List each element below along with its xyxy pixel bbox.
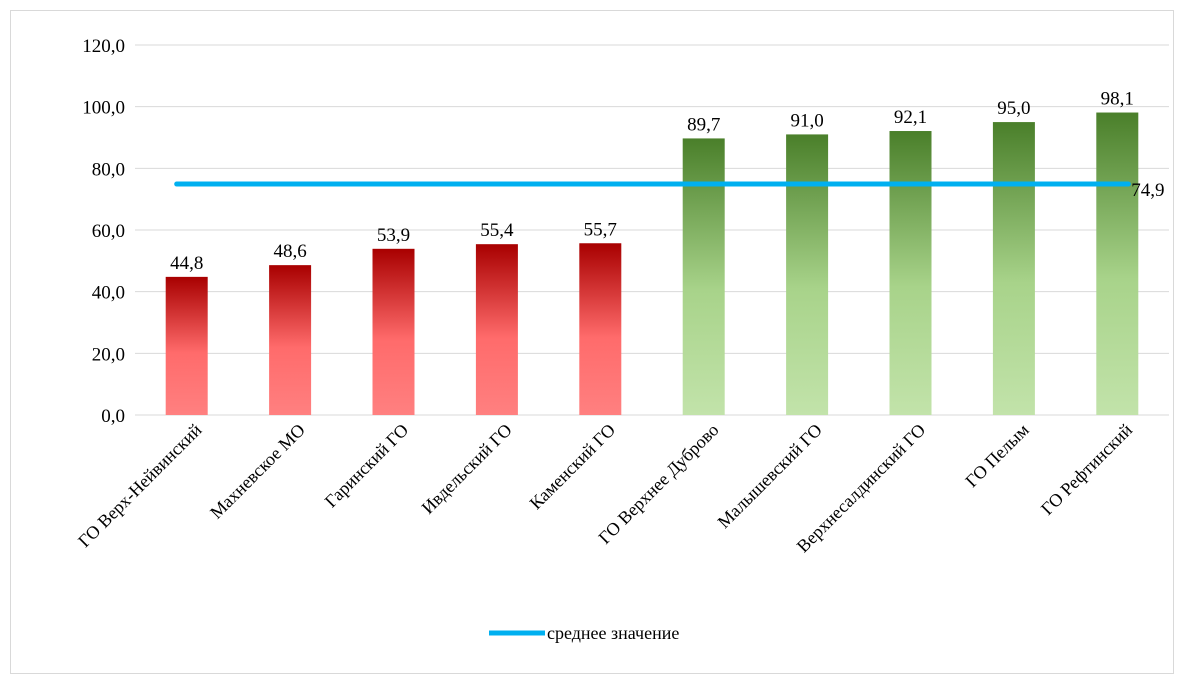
bar-chart: 0,0 20,0 40,0 60,0 80,0 100,0 120,0 44,8 48,6 53… <box>74 36 1169 643</box>
x-category-label: Малышевский ГО <box>714 420 826 532</box>
x-category-label: ГО Рефтинский <box>1037 419 1136 518</box>
x-category-label: ГО Верх-Нейвинский <box>74 419 206 551</box>
bars <box>165 112 1139 416</box>
bar-value-label: 44,8 <box>170 253 203 274</box>
x-category-label: Каменский ГО <box>526 420 620 514</box>
legend: среднее значение <box>489 623 679 643</box>
bar <box>372 248 415 415</box>
x-category-label: Ивдельский ГО <box>418 420 516 518</box>
bar-value-label: 95,0 <box>997 98 1030 119</box>
bar <box>682 138 725 416</box>
bar-value-label: 48,6 <box>273 241 306 262</box>
y-tick-label: 40,0 <box>92 283 125 304</box>
bar-value-label: 55,4 <box>480 220 514 241</box>
average-layer: 74,9 <box>174 180 1165 201</box>
bar-value-label: 89,7 <box>687 114 720 135</box>
x-category-label: Гаринский ГО <box>321 420 413 512</box>
y-tick-label: 100,0 <box>82 98 125 119</box>
x-category-label: ГО Пелым <box>961 420 1032 491</box>
chart-frame: 0,0 20,0 40,0 60,0 80,0 100,0 120,0 44,8 48,6 53… <box>10 10 1174 674</box>
bar-value-label: 55,7 <box>584 219 617 240</box>
bar <box>269 265 312 415</box>
bar <box>579 243 622 415</box>
bar-value-label: 98,1 <box>1101 89 1134 110</box>
legend-label-average: среднее значение <box>547 623 679 643</box>
y-tick-label: 120,0 <box>82 36 125 57</box>
y-tick-label: 80,0 <box>92 159 125 180</box>
bar <box>165 276 208 415</box>
y-tick-label: 0,0 <box>101 406 125 427</box>
y-tick-label: 60,0 <box>92 221 125 242</box>
average-value-label: 74,9 <box>1131 180 1164 201</box>
bar <box>889 131 932 415</box>
bar-value-label: 92,1 <box>894 107 927 128</box>
y-tick-label: 20,0 <box>92 344 125 365</box>
bar <box>1096 112 1139 416</box>
y-axis-ticks: 0,0 20,0 40,0 60,0 80,0 100,0 120,0 <box>82 36 125 427</box>
bar <box>475 244 518 415</box>
x-category-label: Махневское МО <box>206 420 309 523</box>
bar <box>786 134 829 415</box>
bar <box>992 122 1035 415</box>
bar-value-label: 53,9 <box>377 225 410 246</box>
x-axis-labels: ГО Верх-Нейвинский Махневское МО Гаринский… <box>74 419 1136 556</box>
bar-value-labels: 44,8 48,6 53,9 55,4 55,7 89,7 91,0 92,1 95,0 98,1 <box>170 89 1134 274</box>
bar-value-label: 91,0 <box>790 110 823 131</box>
